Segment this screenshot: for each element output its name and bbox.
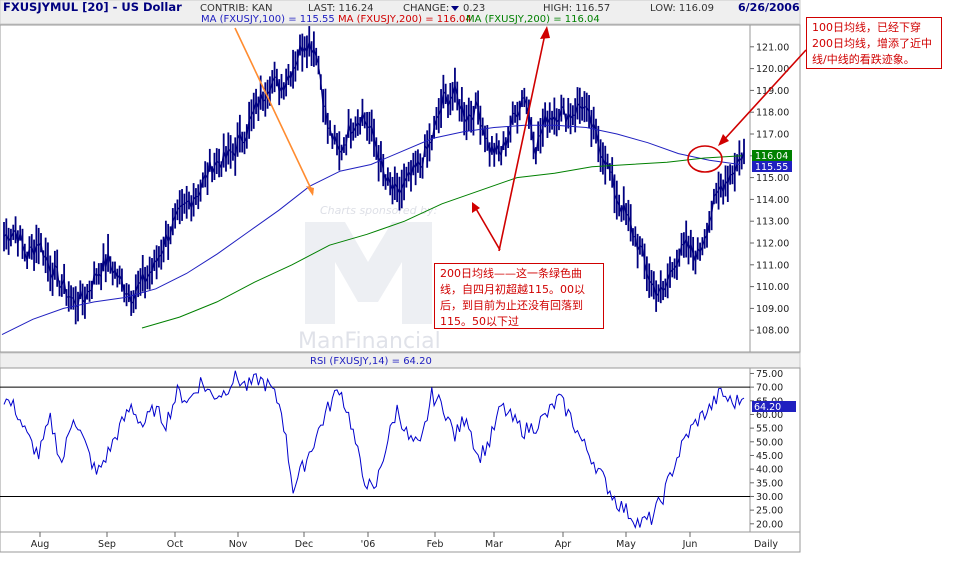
price-tick-label: 121.00 [756,42,789,53]
rsi-title: RSI (FXUSJY,14) = 64.20 [310,356,432,367]
rsi-tick-label: 25.00 [756,506,783,517]
ma100-line [1,124,741,336]
price-tick-label: 120.00 [756,64,789,75]
rsi-tick-label: 20.00 [756,519,783,530]
price-plot [1,26,745,336]
red-arrowhead-up-icon [540,26,550,39]
rsi-tick-label: 75.00 [756,369,783,380]
red-arrowhead-down-icon [472,202,480,213]
contrib-label: CONTRIB: KAN [200,3,272,14]
rsi-value-tag [752,401,796,412]
rsi-value-tag-text: 64.20 [754,402,781,413]
orange-arrowhead-icon [306,186,314,196]
rsi-tick-label: 50.00 [756,437,783,448]
month-label: Aug [31,539,50,550]
rsi-tick-label: 30.00 [756,492,783,503]
price-tick-label: 113.00 [756,217,789,228]
crossover-circle [687,145,723,173]
legend-ma200-red: MA (FXUSJY,200) = 116.04 [338,14,472,25]
chart-symbol-title: FXUSJYMUL [20] - US Dollar [3,0,182,14]
price-tick-label: 117.00 [756,130,789,141]
red-arrowhead-topright-icon [718,134,729,146]
month-label: Apr [555,539,572,550]
ma200-line [141,155,743,329]
price-tick-label: 118.00 [756,108,789,119]
ma200-value-tag [752,150,792,161]
legend-ma100: MA (FXUSJY,100) = 115.55 [201,14,335,25]
low-price: LOW: 116.09 [650,3,714,14]
man-logo-icon [305,222,432,324]
price-tick-label: 115.00 [756,173,789,184]
annotation-middle: 200日均线——这一条绿色曲线，自四月初超越115。00以后，到目前为止还没有回… [434,263,604,329]
brand-text: ManFinancial [298,329,441,354]
rsi-plot [3,370,745,530]
change-down-icon [451,6,459,11]
last-price: LAST: 116.24 [308,3,374,14]
red-arrow-down [474,206,501,251]
month-label: Daily [754,539,778,550]
month-label: Jun [682,539,698,550]
rsi-line [3,370,745,530]
rsi-tick-label: 70.00 [756,383,783,394]
ma100-value-tag [752,161,792,172]
price-tick-label: 109.00 [756,304,789,315]
month-label: Mar [485,539,503,550]
price-line [3,41,745,308]
rsi-tick-label: 60.00 [756,410,783,421]
month-label: '06 [361,539,376,550]
month-label: May [616,539,636,550]
annotation-marks [234,26,807,252]
orange-arrow [234,27,314,194]
red-arrow-topright [721,49,807,143]
month-label: Feb [427,539,444,550]
price-tick-label: 114.00 [756,195,789,206]
rsi-panel [0,367,801,533]
ma100-value-tag-text: 115.55 [755,162,788,173]
month-label: Nov [229,539,248,550]
change-value: 0.23 [463,3,485,14]
price-tick-label: 111.00 [756,260,789,271]
rsi-tick-label: 45.00 [756,451,783,462]
sponsor-watermark: Charts sponsored by: ManFinancial [298,204,441,354]
sponsor-text: Charts sponsored by: [320,204,437,217]
high-price: HIGH: 116.57 [543,3,610,14]
price-tick-label: 119.00 [756,86,789,97]
month-label: Sep [98,539,116,550]
price-tick-label: 112.00 [756,239,789,250]
rsi-tick-label: 55.00 [756,424,783,435]
rsi-tick-label: 40.00 [756,465,783,476]
month-label: Dec [295,539,313,550]
change-label: CHANGE: [403,3,449,14]
ma200-value-tag-text: 116.04 [755,151,788,162]
month-axis: Aug Sep Oct Nov Dec '06 Feb Mar Apr May Jun Daily [31,532,778,550]
price-tick-label: 108.00 [756,326,789,337]
rsi-tick-label: 35.00 [756,478,783,489]
price-tick-label: 110.00 [756,282,789,293]
legend-ma200-green: MA (FXUSJY,200) = 116.04 [466,14,600,25]
red-arrow-up [498,33,546,252]
chart-date: 6/26/2006 [738,1,800,14]
month-label: Oct [167,539,184,550]
price-axis-ticks: 108.00 109.00 110.00 111.00 112.00 113.00 114.… [750,42,789,337]
annotation-top-right: 100日均线，已经下穿200日均线，增添了近中线/中线的看跌迹象。 [806,17,942,69]
